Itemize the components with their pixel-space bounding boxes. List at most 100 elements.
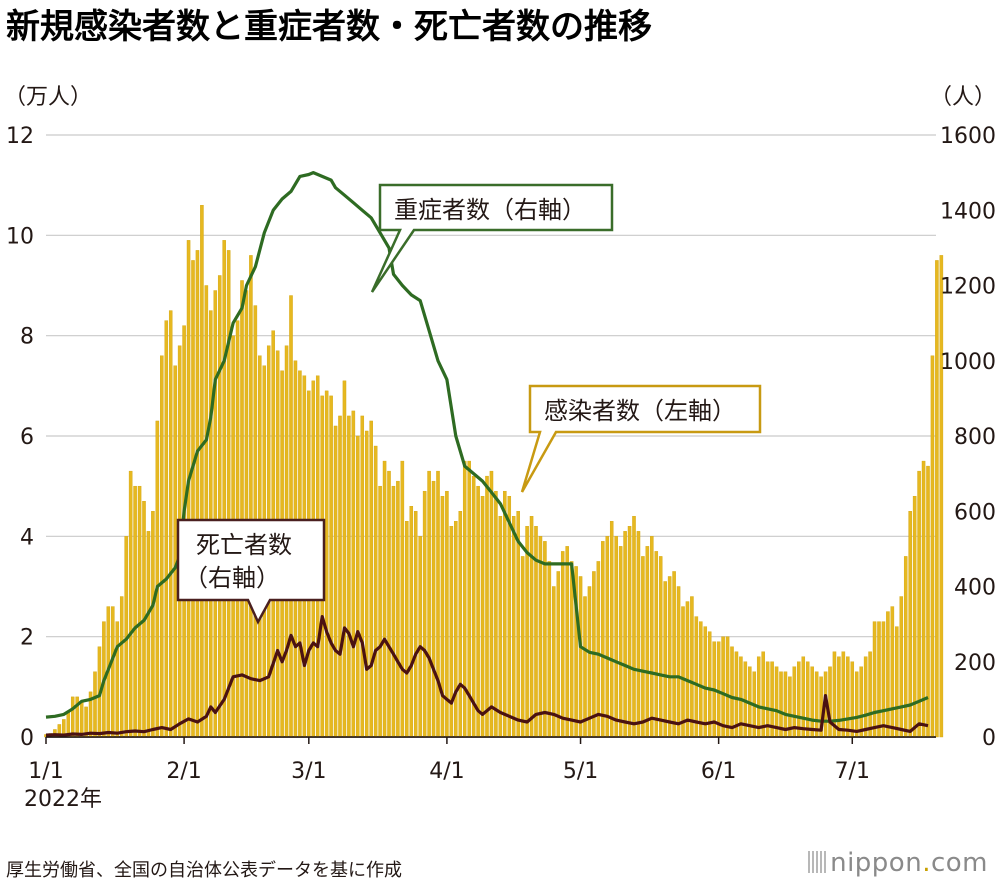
left-axis-unit: （万人）: [4, 85, 92, 110]
left-axis-ticks: 0 2 4 6 8 10 12: [6, 124, 34, 751]
case-bar: [538, 536, 543, 738]
case-bar: [828, 666, 832, 738]
case-bar: [939, 255, 944, 738]
case-bar: [694, 616, 699, 738]
case-bar: [155, 420, 160, 738]
case-bar: [850, 661, 855, 738]
x-tick-label: 4/1: [429, 759, 464, 784]
case-bar: [454, 521, 458, 738]
case-bar: [645, 546, 650, 738]
left-tick-label: 12: [6, 124, 34, 149]
x-tick-label: 7/1: [835, 759, 870, 784]
case-bar: [422, 490, 427, 738]
case-bar: [565, 546, 569, 738]
callout-deaths-label-1: 死亡者数: [196, 531, 292, 559]
case-bar: [618, 546, 623, 738]
case-bar: [725, 636, 730, 738]
case-bar: [930, 355, 935, 738]
x-tick-label: 3/1: [291, 759, 326, 784]
callout-deaths: 死亡者数 （右軸）: [176, 518, 326, 625]
logo-dot: .: [922, 848, 931, 878]
case-bar: [213, 290, 218, 738]
case-bar: [396, 480, 400, 738]
callout-severe-box: [370, 183, 614, 293]
callout-cases: 感染者数（左軸）: [520, 384, 762, 493]
case-bar: [405, 521, 409, 738]
case-bar: [667, 576, 672, 738]
case-bar: [240, 280, 244, 738]
callout-deaths-box: [176, 518, 326, 625]
case-bar: [632, 516, 636, 738]
case-bar: [810, 666, 814, 738]
x-tick-label: 6/1: [701, 759, 736, 784]
case-bar: [663, 581, 667, 738]
case-bar: [912, 496, 917, 738]
right-tick-label: 1000: [940, 350, 996, 375]
case-bar: [347, 415, 351, 738]
case-bar: [400, 460, 405, 738]
case-bar: [111, 606, 115, 738]
case-bar: [79, 701, 84, 738]
case-bar: [841, 651, 846, 738]
right-tick-label: 200: [954, 651, 996, 676]
right-tick-label: 1600: [940, 124, 996, 149]
left-tick-label: 4: [20, 525, 34, 550]
case-bar: [596, 561, 601, 738]
case-bar: [409, 506, 414, 738]
callout-severe: 重症者数（右軸）: [370, 183, 614, 293]
case-bar: [605, 536, 610, 738]
chart-title: 新規感染者数と重症者数・死亡者数の推移: [6, 7, 652, 47]
case-bar: [356, 435, 360, 738]
case-bar: [837, 656, 841, 738]
case-bar: [846, 656, 850, 738]
case-bar: [690, 596, 694, 738]
nippon-logo: nippon.com: [808, 848, 988, 878]
case-bar: [560, 551, 565, 738]
case-bar: [547, 561, 552, 738]
case-bar: [200, 205, 204, 738]
left-tick-label: 8: [20, 325, 34, 350]
case-bar: [935, 260, 939, 738]
case-bar: [222, 240, 226, 738]
case-bar: [249, 255, 253, 738]
case-bar: [146, 531, 151, 738]
case-bar: [658, 556, 663, 738]
case-bar: [868, 651, 872, 738]
case-bar: [587, 586, 592, 738]
case-bar: [797, 661, 801, 738]
case-bar: [115, 621, 120, 738]
case-bar: [583, 596, 587, 738]
case-bar: [440, 496, 445, 738]
case-bar: [378, 485, 382, 738]
x-tick-label: 2/1: [166, 759, 201, 784]
case-bar: [543, 541, 547, 738]
case-bar: [329, 395, 333, 738]
case-bar: [226, 250, 231, 738]
case-bar: [333, 425, 338, 738]
case-bar: [863, 656, 868, 738]
case-bar: [627, 526, 632, 738]
case-bar: [70, 696, 75, 738]
case-bar: [511, 516, 516, 738]
cases-bars: [44, 205, 944, 738]
case-bar: [436, 470, 440, 738]
case-bar: [431, 480, 436, 738]
case-bar: [494, 490, 498, 738]
case-bar: [890, 606, 895, 738]
case-bar: [703, 626, 708, 738]
x-tick-label: 1/1: [28, 759, 63, 784]
logo-suffix: com: [930, 848, 988, 878]
logo-prefix: nippon: [830, 848, 923, 878]
x-tick-label: 5/1: [563, 759, 598, 784]
case-bar: [654, 551, 659, 738]
case-bar: [854, 671, 859, 738]
case-bar: [324, 390, 329, 738]
case-bar: [814, 671, 819, 738]
case-bar: [369, 420, 373, 738]
case-bar: [886, 611, 890, 738]
case-bar: [244, 290, 249, 738]
case-bar: [382, 460, 387, 738]
case-bar: [899, 596, 904, 738]
callout-deaths-label-2: （右軸）: [184, 564, 280, 592]
